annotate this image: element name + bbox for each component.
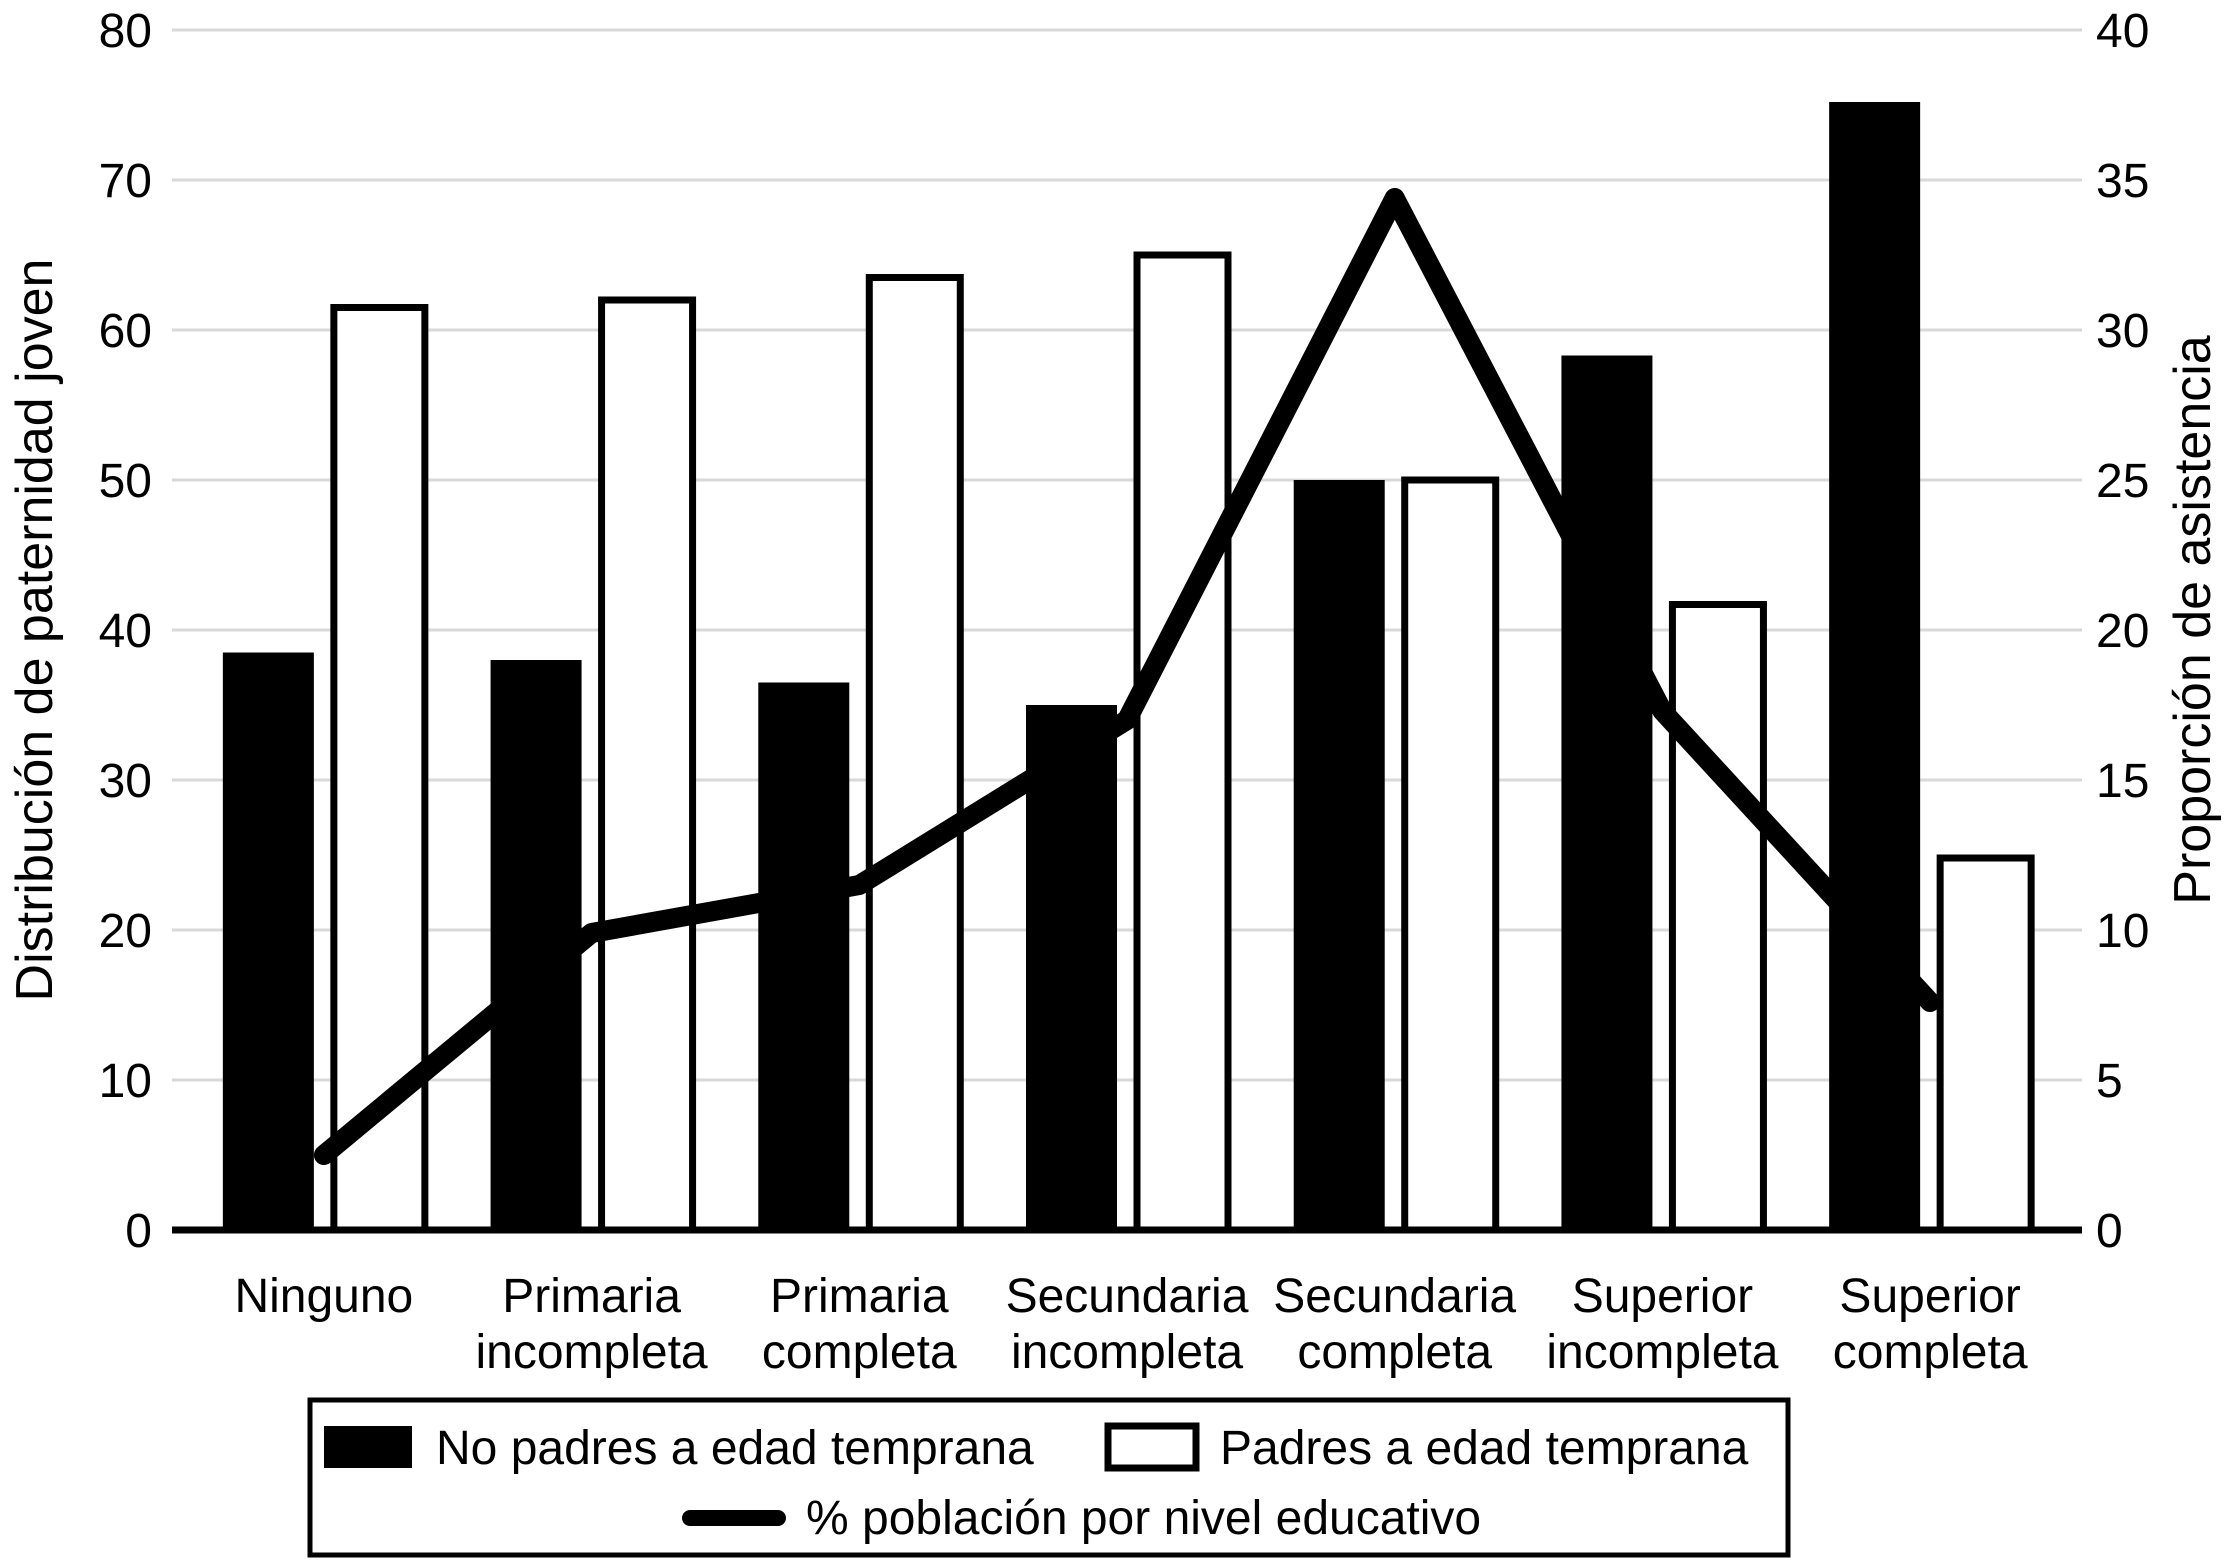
- left-axis-title: Distribución de paternidad joven: [6, 259, 64, 1002]
- category-label: Ninguno: [234, 1270, 413, 1323]
- x-category-labels: Ninguno Primaria incompleta Primaria complet…: [234, 1270, 2027, 1379]
- legend-label-line: % población por nivel educativo: [806, 1492, 1481, 1545]
- category-label: Superior incompleta: [1546, 1270, 1778, 1379]
- bar-solid: [1026, 705, 1117, 1230]
- bar-solid: [1293, 480, 1385, 1230]
- right-axis-title: Proporción de asistencia: [2164, 335, 2222, 905]
- bar-series: [222, 102, 2035, 1234]
- bar-outline: [1133, 251, 1232, 1234]
- right-tick-label: 30: [2096, 305, 2149, 358]
- right-tick-label: 15: [2096, 755, 2149, 808]
- left-tick-label: 30: [99, 755, 152, 808]
- bar-outline: [865, 274, 964, 1234]
- category-label: Primaria incompleta: [476, 1270, 708, 1379]
- right-tick-label: 25: [2096, 455, 2149, 508]
- legend-box: [307, 1397, 1791, 1558]
- bar-solid: [222, 652, 314, 1230]
- bar-outline: [1668, 601, 1767, 1234]
- bar-solid: [1561, 355, 1653, 1230]
- left-tick-label: 10: [99, 1055, 152, 1108]
- right-tick-label: 35: [2096, 155, 2149, 208]
- left-tick-label: 0: [125, 1205, 152, 1258]
- category-label: Primaria completa: [762, 1270, 957, 1379]
- left-tick-label: 80: [99, 5, 152, 58]
- right-tick-label: 5: [2096, 1055, 2123, 1108]
- left-tick-label: 40: [99, 605, 152, 658]
- right-tick-label: 20: [2096, 605, 2149, 658]
- left-tick-label: 20: [99, 905, 152, 958]
- line-series: [313, 188, 1941, 1165]
- bar-solid: [1829, 102, 1921, 1230]
- category-label: Secundaria completa: [1273, 1270, 1516, 1379]
- category-label: Superior completa: [1833, 1270, 2028, 1379]
- right-axis-tick-labels: 0 5 10 15 20 25 30 35 40: [2096, 5, 2149, 1258]
- legend: No padres a edad temprana Padres a edad t…: [307, 1397, 1791, 1558]
- legend-swatch-outline-bar: [1104, 1422, 1200, 1472]
- right-tick-label: 0: [2096, 1205, 2123, 1258]
- legend-swatch-solid-bar: [324, 1426, 412, 1468]
- bar-outline: [1936, 854, 2035, 1234]
- bar-outline: [1401, 476, 1500, 1234]
- legend-label-solid-bar: No padres a edad temprana: [436, 1422, 1034, 1475]
- legend-label-outline-bar: Padres a edad temprana: [1220, 1422, 1749, 1475]
- bar-outline: [598, 296, 697, 1234]
- right-tick-label: 40: [2096, 5, 2149, 58]
- left-tick-label: 50: [99, 455, 152, 508]
- category-label: Secundaria incompleta: [1006, 1270, 1249, 1379]
- right-tick-label: 10: [2096, 905, 2149, 958]
- gridlines: [172, 28, 2082, 1082]
- bar-solid: [758, 682, 850, 1230]
- left-tick-label: 60: [99, 305, 152, 358]
- left-axis-tick-labels: 0 10 20 30 40 50 60 70 80: [99, 5, 152, 1258]
- left-tick-label: 70: [99, 155, 152, 208]
